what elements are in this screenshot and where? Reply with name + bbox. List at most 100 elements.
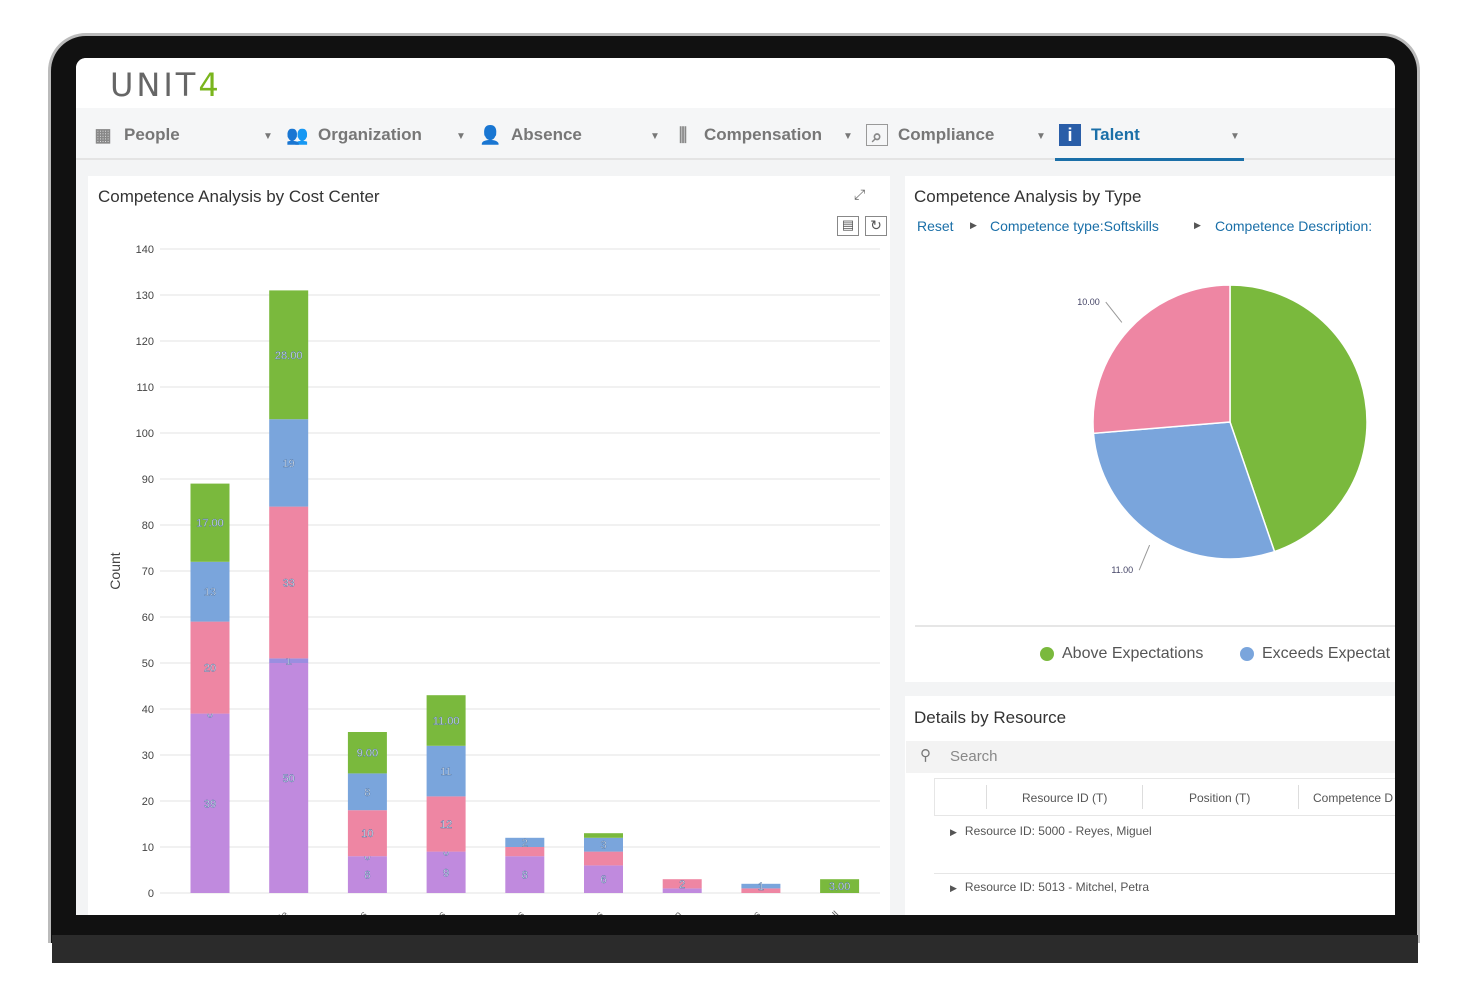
nav-organization[interactable]: 👥 Organization	[286, 124, 422, 146]
data-label: 3	[600, 840, 606, 852]
y-tick-label: 100	[136, 428, 154, 440]
bar-segment	[584, 837, 623, 852]
legend-dot	[1040, 647, 1054, 661]
nav-talent[interactable]: i Talent	[1059, 124, 1140, 146]
y-tick-label: 40	[142, 704, 154, 716]
person-icon: 👤	[479, 125, 502, 145]
breadcrumb-item[interactable]: Competence Description:	[1215, 218, 1373, 234]
data-label: 1	[758, 881, 764, 893]
nav-label: Compensation	[704, 125, 823, 144]
bar-segment	[190, 561, 230, 622]
bar-segment	[820, 879, 860, 893]
column-header[interactable]: Position (T)	[1189, 791, 1251, 805]
info-icon: i	[1059, 124, 1081, 146]
column-header[interactable]: Competence D	[1313, 791, 1394, 805]
data-label: 8	[522, 870, 528, 882]
expand-caret-icon[interactable]: ▶	[950, 883, 957, 893]
y-tick-label: 80	[142, 520, 154, 532]
legend-label: Above Expectations	[1062, 645, 1204, 662]
pie-data-label: 10.00	[1077, 297, 1100, 307]
chevron-down-icon[interactable]: ▼	[843, 131, 853, 142]
bar-segment	[662, 879, 702, 889]
x-tick-label: …es	[583, 909, 605, 915]
panel-title: Competence Analysis by Cost Center	[98, 187, 380, 206]
bar-segment	[426, 796, 466, 852]
y-axis-label: Count	[107, 552, 123, 589]
bar-segment	[269, 506, 309, 659]
pie-slice	[1229, 284, 1368, 553]
chevron-down-icon[interactable]: ▼	[1230, 131, 1240, 142]
chevron-down-icon[interactable]: ▼	[456, 131, 466, 142]
data-label: 1	[286, 656, 292, 668]
y-tick-label: 0	[148, 888, 154, 900]
data-label: 12	[440, 819, 452, 831]
pie-slice	[1092, 284, 1231, 435]
data-label: 13	[204, 587, 216, 599]
data-label: 33	[283, 578, 295, 590]
y-tick-label: 140	[136, 244, 154, 256]
table-view-icon[interactable]: ▤	[837, 216, 859, 236]
laptop-base	[52, 935, 1418, 963]
charts-layer: 0102030405060708090100110120130140Count3…	[107, 244, 1368, 915]
breadcrumb-reset[interactable]: Reset	[917, 218, 954, 234]
x-tick-label: …es	[505, 909, 527, 915]
data-label: 9	[443, 867, 449, 879]
caret-right-icon: ▶	[1194, 220, 1201, 230]
chevron-down-icon[interactable]: ▼	[263, 131, 273, 142]
expand-caret-icon[interactable]: ▶	[950, 827, 957, 837]
legend-label: Exceeds Expectat	[1262, 645, 1391, 662]
bar-segment	[426, 745, 466, 797]
row-label: Resource ID: 5013 - Mitchel, Petra	[964, 880, 1149, 894]
search-input[interactable]: ⚲ Search	[906, 741, 1395, 773]
x-tick-label: …es	[426, 909, 448, 915]
bar-segment	[190, 621, 230, 714]
expand-icon[interactable]: ⤢	[854, 186, 866, 202]
data-label: 2	[522, 837, 528, 849]
data-label: 11.00	[433, 716, 460, 728]
search-placeholder: Search	[950, 748, 998, 765]
pie-label-connector	[1138, 544, 1151, 571]
bar-segment	[190, 713, 230, 893]
chevron-down-icon[interactable]: ▼	[1036, 131, 1046, 142]
data-label: 11	[440, 766, 451, 778]
data-label: 10	[361, 828, 373, 840]
grid-icon: ▦	[94, 125, 112, 145]
caret-right-icon: ▶	[970, 220, 977, 230]
bar-segment	[269, 658, 309, 663]
screen: UNIT4 ▦ People ▼ 👥 Organization ▼ 👤 Absence…	[76, 58, 1395, 915]
y-tick-label: 120	[136, 336, 154, 348]
data-label: 19	[283, 458, 295, 470]
column-header[interactable]: Resource ID (T)	[1022, 791, 1108, 805]
data-label: 9.00	[357, 748, 378, 760]
nav-compliance[interactable]: ⌕ Compliance	[866, 124, 994, 146]
bar-segment	[584, 851, 623, 866]
legend-dot	[1240, 647, 1254, 661]
x-tick-label: …es	[347, 909, 369, 915]
x-tick-label: …	[197, 909, 212, 915]
divider	[1142, 785, 1143, 809]
table-row[interactable]: ▶ Resource ID: 5000 - Reyes, Miguel	[934, 824, 1395, 838]
nav-label: Compliance	[898, 125, 995, 144]
table-row[interactable]: ▶ Resource ID: 5013 - Mitchel, Petra	[934, 880, 1395, 894]
bar-segment	[426, 851, 466, 893]
nav-label: Talent	[1091, 125, 1140, 144]
bar-segment	[662, 888, 702, 893]
breadcrumb-item[interactable]: Competence type:Softskills	[990, 218, 1159, 234]
bar-segment	[269, 663, 309, 893]
panel-title: Details by Resource	[914, 708, 1067, 727]
data-label: 39	[204, 798, 216, 810]
legend-item[interactable]: Exceeds Expectat	[1240, 645, 1390, 663]
legend-item[interactable]: Above Expectations	[1040, 645, 1203, 663]
bar-segment	[584, 833, 623, 838]
row-label: Resource ID: 5000 - Reyes, Miguel	[964, 824, 1152, 838]
y-tick-label: 90	[142, 474, 154, 486]
refresh-icon[interactable]: ↻	[865, 216, 887, 236]
main-nav: ▦ People ▼ 👥 Organization ▼ 👤 Absence ▼ ⫼ Co…	[76, 108, 1395, 160]
x-tick-label: …de	[268, 909, 291, 915]
nav-compensation[interactable]: ⫼ Compensation	[672, 124, 822, 146]
nav-absence[interactable]: 👤 Absence	[479, 124, 582, 146]
x-tick-label: …es	[741, 909, 763, 915]
chevron-down-icon[interactable]: ▼	[650, 131, 660, 142]
nav-people[interactable]: ▦ People	[92, 124, 179, 146]
bar-segment	[347, 773, 387, 811]
